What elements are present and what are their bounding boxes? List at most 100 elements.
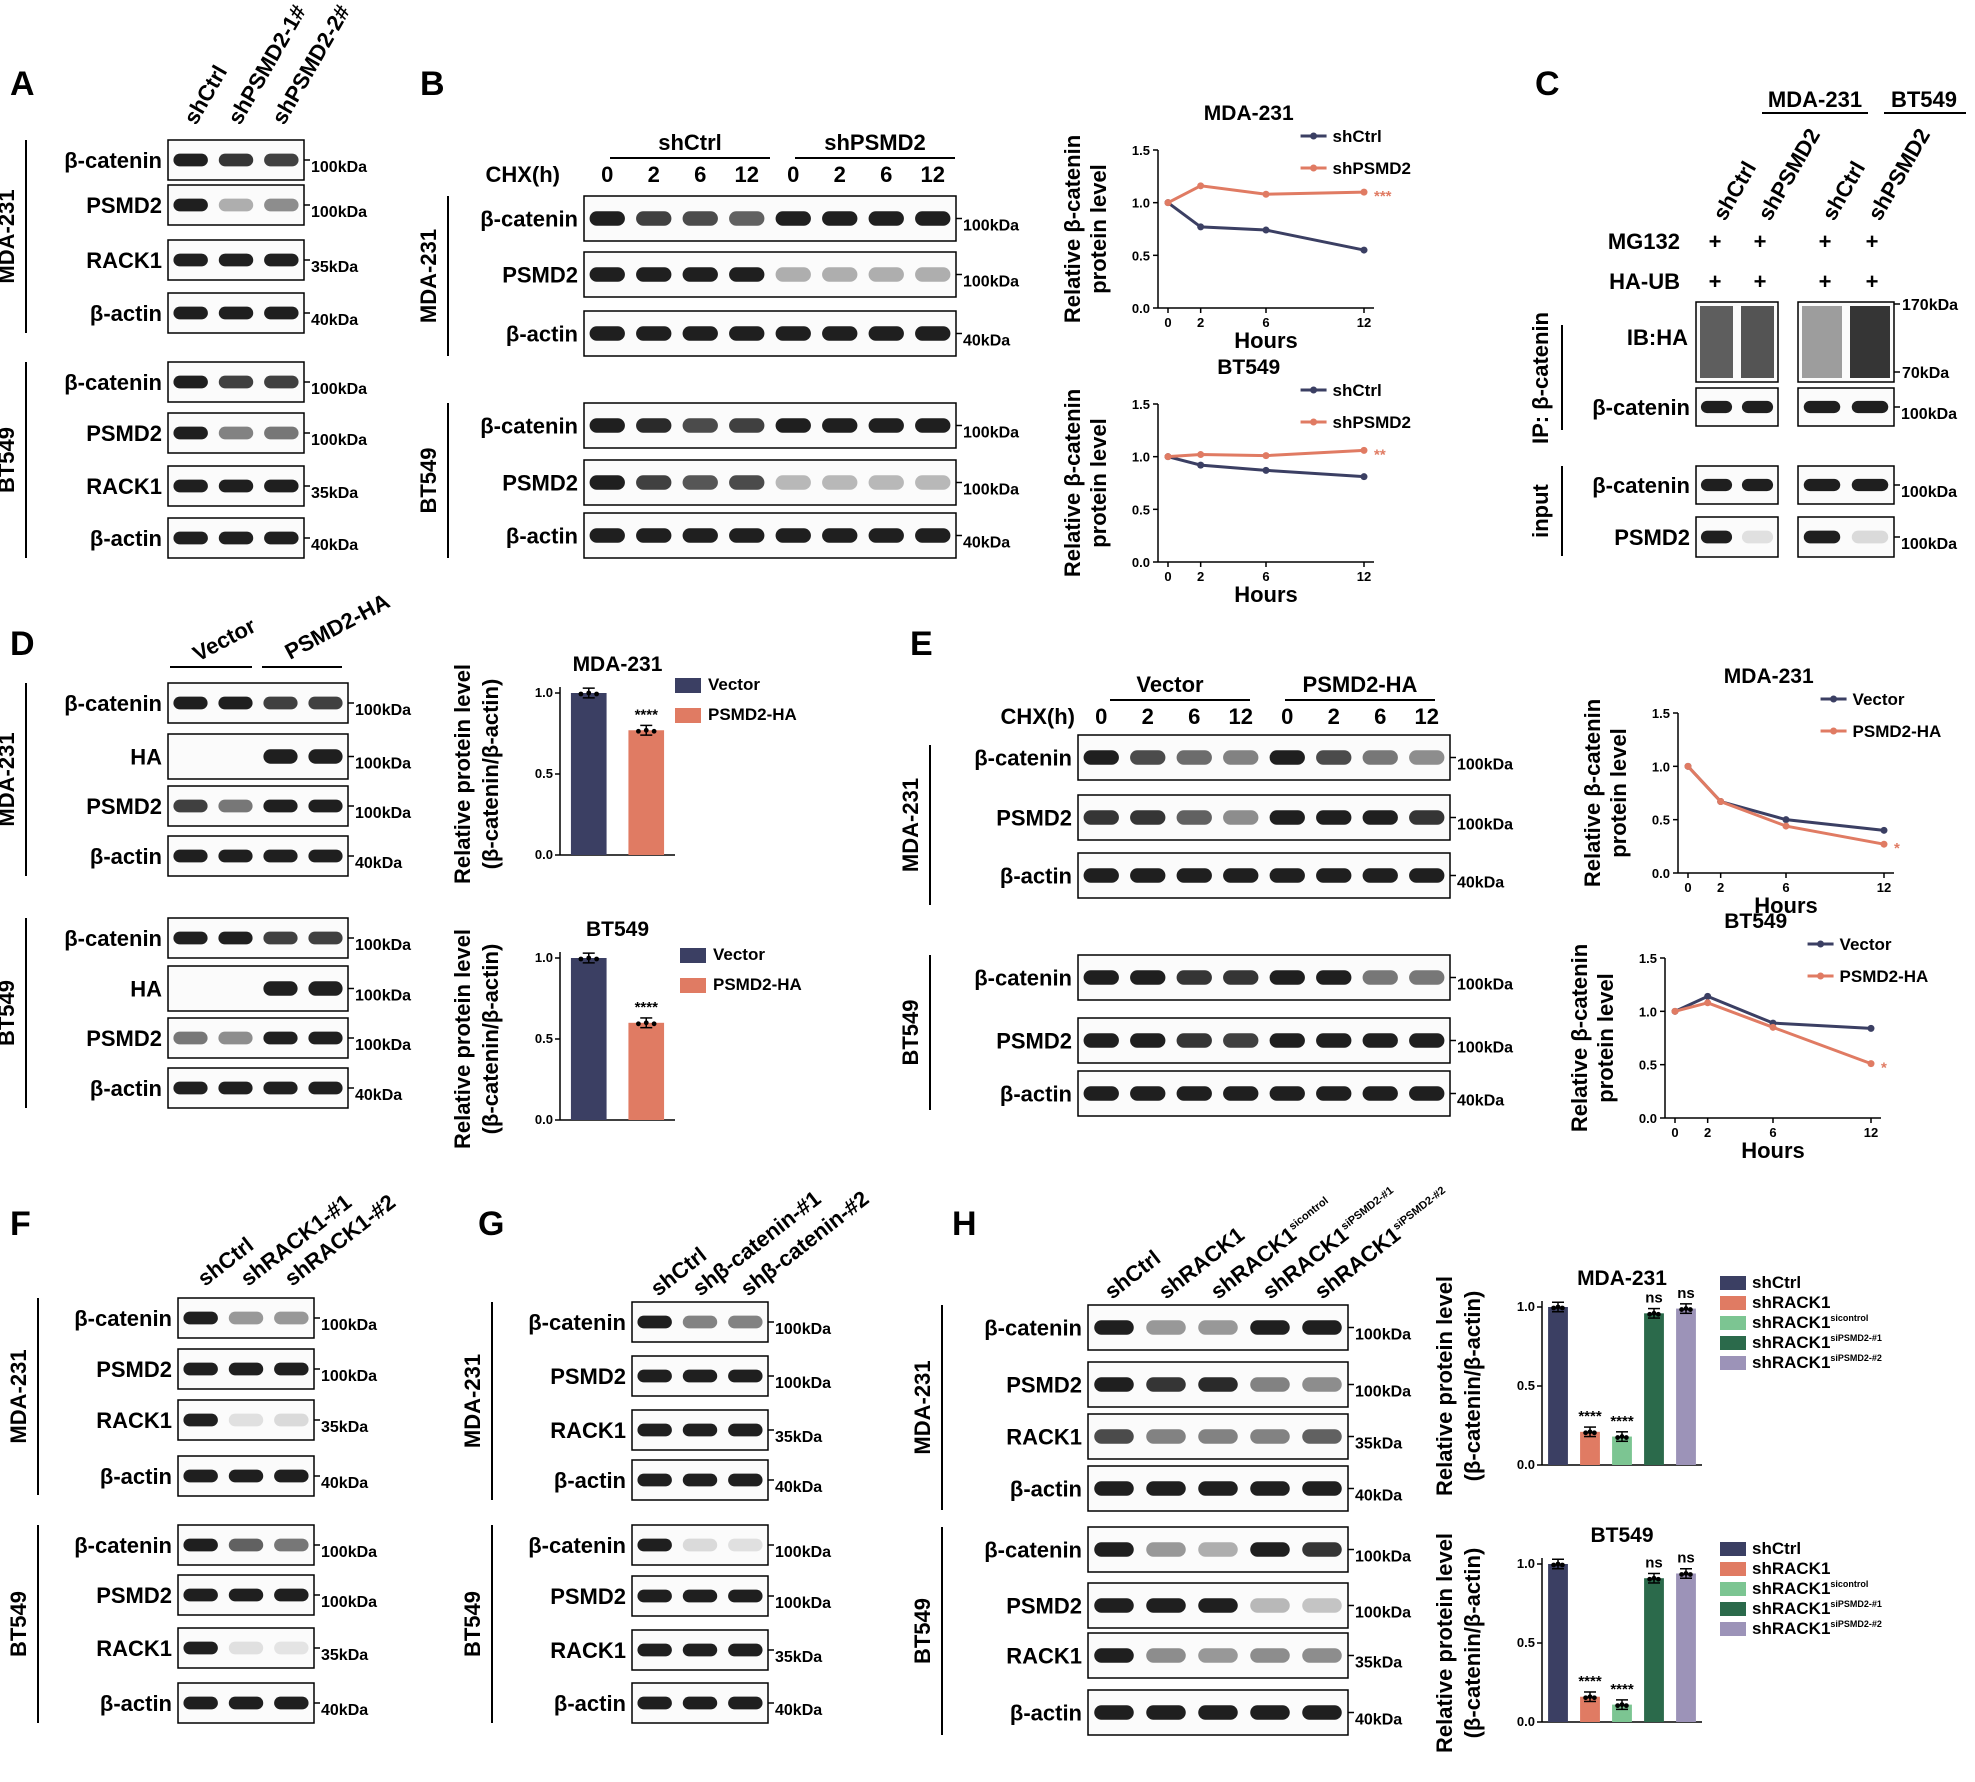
band (173, 849, 208, 863)
legend-label-base: shRACK1 (1752, 1313, 1830, 1332)
data-point (1687, 1572, 1693, 1577)
bar-chart-d-bt: 0.0 0.5 1.0 **** Relative protein level (β-ca… (450, 918, 675, 1149)
blot-label: PSMD2 (86, 1026, 162, 1051)
band (173, 426, 208, 440)
y-tick-label: 1.0 (1517, 1556, 1535, 1571)
x-tick-label: 12 (1864, 1125, 1878, 1140)
x-tick-label: 0 (1684, 880, 1691, 895)
cell-line-label: BT549 (0, 980, 19, 1046)
kda-marker: 100kDa (1901, 406, 1957, 423)
panel-letter-e: E (910, 625, 933, 663)
series-line (1674, 994, 1872, 1030)
x-tick-label: 6 (1262, 315, 1269, 330)
band (228, 1413, 264, 1427)
y-tick-label: 0.0 (1652, 866, 1670, 881)
bar (570, 958, 607, 1120)
cell-line-label: MDA-231 (6, 1349, 31, 1443)
legend-swatch (1720, 1542, 1746, 1556)
data-point (1671, 1007, 1679, 1015)
lane-header: shCtrl (1708, 157, 1761, 225)
band (915, 326, 951, 341)
legend-label: Vector (1853, 690, 1905, 709)
data-point (643, 727, 649, 733)
band (1302, 1377, 1342, 1392)
blot-label: β-actin (554, 1468, 626, 1493)
band (589, 267, 625, 282)
legend-swatch (1720, 1622, 1746, 1636)
band (1130, 750, 1166, 765)
legend-label-sup: siPSMD2-#2 (1830, 1619, 1882, 1629)
band (1146, 1705, 1186, 1720)
band (589, 211, 625, 226)
panel-letter-f: F (10, 1205, 31, 1243)
legend-label-base: shRACK1 (1752, 1353, 1830, 1372)
chart-title: MDA-231 (1577, 1267, 1667, 1290)
kda-marker: 35kDa (321, 1647, 368, 1664)
data-point (578, 956, 584, 962)
blot-c-ip-bt: 100kDa (1797, 387, 1957, 427)
blot-label: β-catenin (480, 207, 578, 232)
kda-marker: 70kDa (1902, 365, 1949, 382)
data-point (1880, 826, 1888, 834)
kda-marker: 100kDa (321, 1317, 377, 1334)
band (173, 253, 208, 267)
band (682, 267, 718, 282)
band (1223, 810, 1259, 825)
band (308, 1081, 343, 1095)
band (1316, 1086, 1352, 1101)
data-point (1262, 226, 1270, 234)
data-point (1683, 1571, 1689, 1576)
band (729, 528, 765, 543)
band (1094, 1705, 1134, 1720)
legend-label-base: shRACK1 (1752, 1293, 1830, 1312)
blot-b-3: β-actin 40kDa (506, 310, 1010, 357)
time-label: 2 (1142, 704, 1154, 729)
blot-label: RACK1 (86, 248, 162, 273)
blot-a-6: PSMD2 100kDa (86, 412, 367, 454)
blot-h-2: PSMD2 100kDa (1006, 1361, 1411, 1408)
y-axis-label: Relative β-catenin (1580, 699, 1605, 887)
time-label: 12 (1415, 704, 1439, 729)
x-tick-label: 12 (1357, 315, 1371, 330)
band (1302, 1429, 1342, 1444)
y-axis-label: (β-catenin/β-actin) (1460, 1291, 1485, 1482)
significance-mark: * (1881, 1060, 1887, 1077)
band (1362, 810, 1398, 825)
kda-marker: 40kDa (321, 1475, 368, 1492)
band (1130, 1033, 1166, 1048)
y-axis-label: (β-catenin/β-actin) (478, 944, 503, 1135)
band (1409, 750, 1445, 765)
band (1146, 1542, 1186, 1557)
blot-a-4: β-actin 40kDa (90, 292, 358, 334)
kda-marker: 100kDa (963, 218, 1019, 235)
x-tick-label: 2 (1197, 569, 1204, 584)
smear-lane (1802, 306, 1842, 378)
blot-label: β-catenin (984, 1316, 1082, 1341)
band (728, 1473, 763, 1487)
y-axis-label: Relative protein level (1432, 1533, 1457, 1753)
band (274, 1311, 309, 1325)
plus-mark: + (1709, 269, 1722, 294)
band (173, 531, 208, 545)
kda-marker: 100kDa (311, 159, 367, 176)
legend-label-base: shCtrl (1752, 1539, 1801, 1558)
time-label: 2 (648, 162, 660, 187)
kda-marker: 40kDa (963, 535, 1010, 552)
band (183, 1311, 218, 1325)
significance-mark: **** (1578, 1408, 1602, 1425)
band (868, 528, 904, 543)
band (1094, 1320, 1134, 1335)
band (1250, 1542, 1290, 1557)
chart-title: BT549 (1724, 910, 1787, 933)
data-point (1615, 1703, 1621, 1709)
kda-marker: 100kDa (775, 1544, 831, 1561)
kda-marker: 35kDa (1355, 1436, 1402, 1453)
band (308, 931, 343, 945)
smear-lane (1850, 306, 1890, 378)
group-header: Vector (189, 613, 261, 667)
data-point (1704, 999, 1712, 1007)
y-tick-label: 1.0 (1132, 450, 1150, 465)
band (218, 849, 253, 863)
blot-d-6: HA 100kDa (130, 965, 411, 1012)
